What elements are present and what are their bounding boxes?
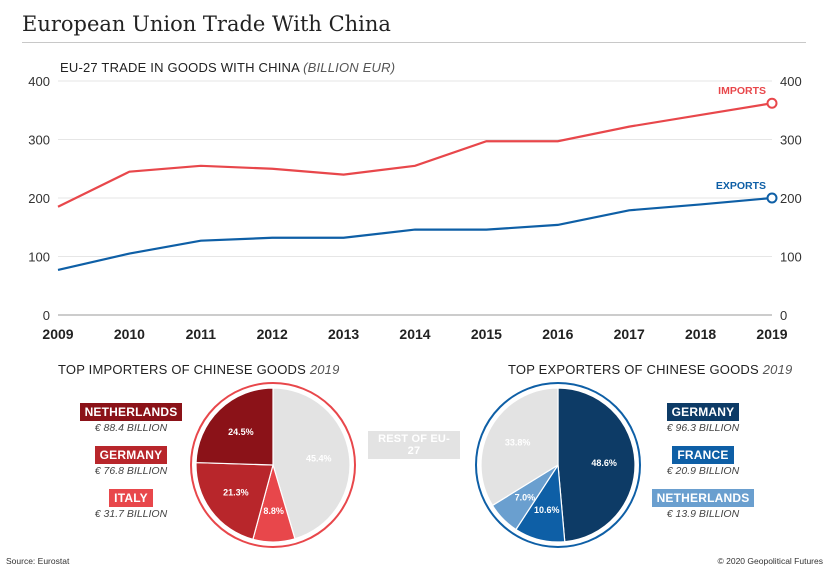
importer-legend-netherlands: NETHERLANDS € 88.4 BILLION — [76, 403, 186, 434]
title-divider — [22, 42, 806, 43]
x-tick-label: 2010 — [114, 326, 145, 342]
pie-slice-label: 33.8% — [505, 437, 531, 447]
importers-title: TOP IMPORTERS OF CHINESE GOODS 2019 — [58, 362, 340, 377]
importer-tag-netherlands: NETHERLANDS — [79, 403, 183, 421]
pie-slice-label: 7.0% — [515, 492, 536, 502]
importers-title-text: TOP IMPORTERS OF CHINESE GOODS — [58, 362, 306, 377]
series-line-exports — [57, 196, 773, 272]
exporter-tag-germany: GERMANY — [666, 403, 740, 421]
exporter-tag-france: FRANCE — [672, 446, 734, 464]
y-tick-label-right: 300 — [780, 133, 802, 148]
series-line-imports — [57, 102, 773, 208]
importer-legend-germany: GERMANY € 76.8 BILLION — [76, 446, 186, 477]
x-tick-label: 2015 — [471, 326, 502, 342]
exporter-amount-germany: € 96.3 BILLION — [666, 422, 740, 434]
line-chart-heading: EU-27 TRADE IN GOODS WITH CHINA (BILLION… — [60, 60, 395, 75]
exporters-title: TOP EXPORTERS OF CHINESE GOODS 2019 — [508, 362, 792, 377]
exporter-legend-france: FRANCE € 20.9 BILLION — [648, 446, 758, 477]
y-tick-label-left: 200 — [28, 191, 50, 206]
importer-legend-italy: ITALY € 31.7 BILLION — [76, 489, 186, 520]
y-tick-label-left: 0 — [43, 308, 50, 323]
y-tick-label-right: 100 — [780, 250, 802, 265]
exporter-amount-netherlands: € 13.9 BILLION — [666, 508, 740, 520]
x-tick-label: 2009 — [42, 326, 73, 342]
rest-of-eu-tag: REST OF EU-27 — [368, 431, 460, 459]
exporter-amount-france: € 20.9 BILLION — [666, 465, 740, 477]
x-tick-label: 2011 — [186, 326, 217, 342]
pie-slice-label: 48.6% — [591, 458, 617, 468]
x-tick-label: 2016 — [542, 326, 573, 342]
importer-tag-italy: ITALY — [109, 489, 153, 507]
importer-amount-italy: € 31.7 BILLION — [94, 508, 168, 520]
pie-slice-netherlands — [195, 387, 274, 466]
y-tick-label-left: 400 — [28, 74, 50, 89]
y-tick-label-right: 0 — [780, 308, 787, 323]
importers-year: 2019 — [309, 362, 340, 377]
series-endpoint-exports — [766, 192, 778, 204]
exporters-title-text: TOP EXPORTERS OF CHINESE GOODS — [508, 362, 759, 377]
pie-slice-rest-of-eu-27 — [272, 387, 351, 540]
y-tick-label-left: 100 — [28, 250, 50, 265]
y-tick-label-right: 200 — [780, 191, 802, 206]
x-tick-label: 2019 — [756, 326, 787, 342]
pie-slice-label: 10.6% — [534, 505, 560, 515]
series-label-exports: EXPORTS — [716, 180, 766, 192]
pie-slice-label: 21.3% — [223, 488, 249, 498]
pie-slice-germany — [195, 461, 274, 541]
pie-slice-label: 45.4% — [306, 453, 332, 463]
rest-of-eu-label: REST OF EU-27 — [368, 431, 460, 459]
x-tick-label: 2013 — [328, 326, 359, 342]
importer-tag-germany: GERMANY — [94, 446, 168, 464]
importer-amount-netherlands: € 88.4 BILLION — [94, 422, 168, 434]
y-tick-label-right: 400 — [780, 74, 802, 89]
series-endpoint-imports — [766, 97, 778, 109]
source-note: Source: Eurostat — [6, 556, 70, 566]
copyright-note: © 2020 Geopolitical Futures — [717, 556, 824, 566]
x-tick-label: 2017 — [614, 326, 645, 342]
pie-slice-label: 8.8% — [263, 506, 284, 516]
pie-slice-rest-of-eu-27 — [480, 387, 559, 507]
pie-slice-germany — [557, 387, 636, 543]
exporter-tag-netherlands: NETHERLANDS — [651, 489, 755, 507]
exporters-year: 2019 — [762, 362, 793, 377]
pie-slice-label: 24.5% — [228, 427, 254, 437]
x-tick-label: 2018 — [685, 326, 716, 342]
line-chart-heading-text: EU-27 TRADE IN GOODS WITH CHINA — [60, 60, 300, 75]
importer-amount-germany: € 76.8 BILLION — [94, 465, 168, 477]
x-tick-label: 2012 — [257, 326, 288, 342]
x-tick-label: 2014 — [399, 326, 430, 342]
exporter-legend-germany: GERMANY € 96.3 BILLION — [648, 403, 758, 434]
exporter-legend-netherlands: NETHERLANDS € 13.9 BILLION — [648, 489, 758, 520]
line-chart-unit: (BILLION EUR) — [303, 60, 396, 75]
series-label-imports: IMPORTS — [718, 85, 766, 97]
page-title: European Union Trade With China — [22, 12, 391, 36]
y-tick-label-left: 300 — [28, 133, 50, 148]
